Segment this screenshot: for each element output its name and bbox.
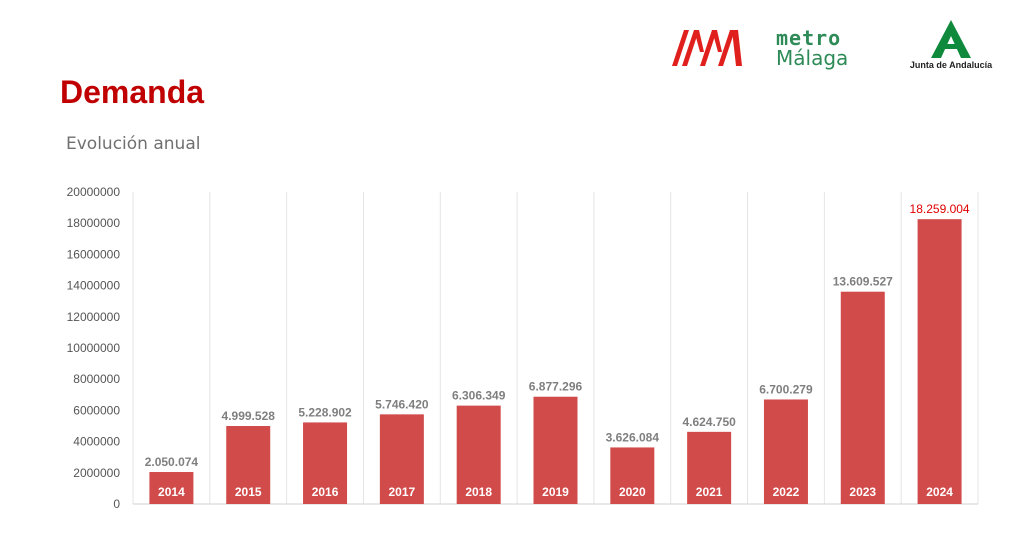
junta-andalucia-logo: Junta de Andalucía (905, 20, 997, 72)
x-tick-label: 2014 (158, 485, 185, 499)
metro-malaga-logo-icon (672, 30, 742, 66)
y-tick-label: 4000000 (73, 435, 120, 449)
data-label: 4.624.750 (682, 415, 736, 429)
x-tick-label: 2024 (926, 485, 953, 499)
data-label: 6.306.349 (452, 389, 506, 403)
bar (149, 472, 194, 504)
bar (917, 219, 962, 504)
x-tick-label: 2019 (542, 485, 569, 499)
x-tick-label: 2015 (235, 485, 262, 499)
y-tick-label: 8000000 (73, 372, 120, 386)
bar (379, 414, 424, 504)
x-tick-label: 2023 (849, 485, 876, 499)
x-tick-label: 2017 (389, 485, 416, 499)
x-tick-label: 2022 (773, 485, 800, 499)
y-tick-label: 2000000 (73, 466, 120, 480)
y-tick-label: 20000000 (67, 185, 121, 199)
bar (533, 396, 578, 504)
data-label: 18.259.004 (910, 202, 970, 216)
bar (303, 422, 348, 504)
y-tick-label: 12000000 (67, 310, 121, 324)
bar-chart: 0 2000000 4000000 6000000 8000000 10000000 120… (67, 185, 979, 511)
page-title: Demanda (60, 74, 205, 110)
bar (763, 399, 808, 504)
metro-logo-text: metro (776, 26, 842, 50)
data-label: 6.700.279 (759, 382, 813, 396)
y-tick-label: 16000000 (67, 247, 121, 261)
data-label: 5.228.902 (298, 405, 352, 419)
metro-malaga-logo: metro Málaga (672, 26, 852, 72)
y-tick-label: 0 (113, 497, 120, 511)
bar (687, 431, 732, 504)
bar (226, 426, 271, 504)
x-tick-label: 2018 (465, 485, 492, 499)
x-tick-label: 2021 (696, 485, 723, 499)
y-tick-label: 18000000 (67, 216, 121, 230)
junta-logo-text: Junta de Andalucía (909, 60, 993, 70)
data-label: 13.609.527 (833, 275, 893, 289)
y-tick-label: 14000000 (67, 279, 121, 293)
junta-andalucia-logo-icon (931, 20, 971, 58)
data-label: 2.050.074 (145, 455, 199, 469)
data-label: 3.626.084 (606, 430, 660, 444)
malaga-logo-text: Málaga (776, 46, 849, 70)
x-tick-label: 2016 (312, 485, 339, 499)
data-label: 6.877.296 (529, 380, 583, 394)
data-label: 5.746.420 (375, 397, 429, 411)
chart-subtitle: Evolución anual (66, 134, 201, 154)
y-tick-label: 6000000 (73, 403, 120, 417)
y-tick-label: 10000000 (67, 341, 121, 355)
data-label: 4.999.528 (222, 409, 276, 423)
bar (840, 291, 885, 504)
bar (456, 405, 501, 504)
x-tick-label: 2020 (619, 485, 646, 499)
bar (610, 447, 655, 504)
